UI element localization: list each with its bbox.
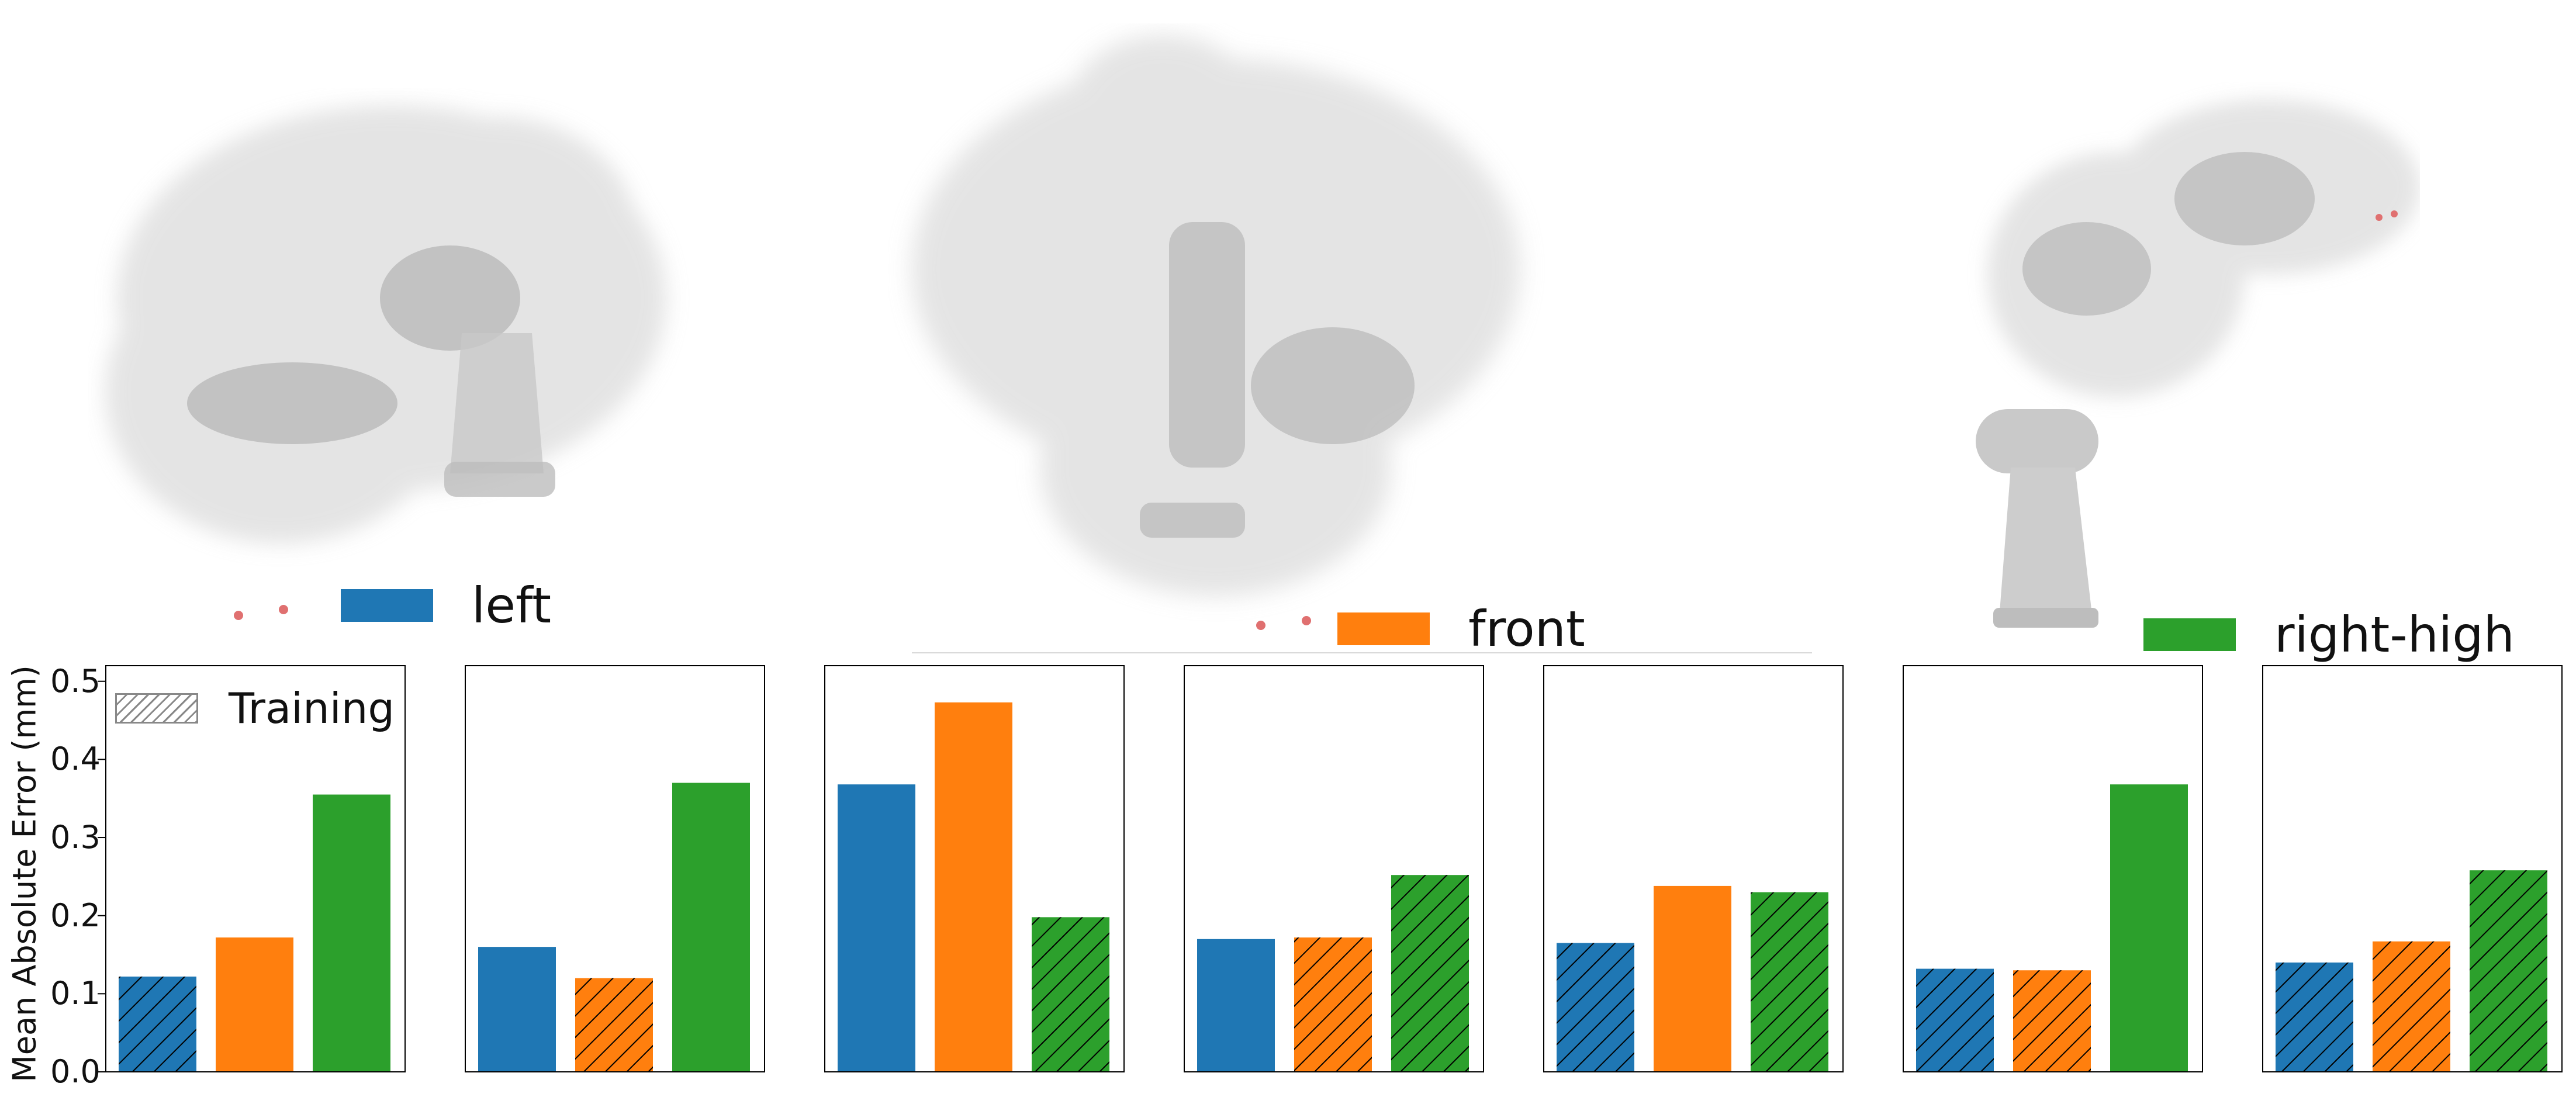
bar-panel6-right-high: [2110, 784, 2188, 1072]
bar-hatch-panel1-left: [119, 976, 196, 1072]
bar-hatch-panel6-left: [1916, 968, 1994, 1072]
y-tick-label: 0.2: [50, 897, 101, 934]
panel-frame-3: [824, 665, 1125, 1072]
bar-panel3-left: [838, 784, 915, 1072]
bar-hatch-panel2-front: [575, 978, 653, 1072]
bar-hatch-panel4-front: [1294, 937, 1372, 1072]
bar-panel3-front: [935, 702, 1012, 1072]
y-tick-label: 0.3: [50, 819, 101, 856]
divider-line: [912, 652, 1812, 653]
legend-swatch-training: [115, 693, 198, 724]
legend-item-right-high: right-high: [2143, 610, 2515, 659]
legend-swatch-right-high: [2143, 618, 2236, 651]
panel-frame-1: [105, 665, 406, 1072]
bar-panel1-front: [216, 937, 293, 1072]
front-view-robot: [912, 35, 1520, 630]
panel-frame-6: [1903, 665, 2203, 1072]
bar-panel2-right-high: [672, 783, 750, 1072]
bar-hatch-panel5-left: [1557, 943, 1634, 1072]
legend-label-right-high: right-high: [2274, 606, 2515, 663]
bar-hatch-panel4-right-high: [1391, 875, 1469, 1072]
bar-panel1-right-high: [313, 794, 390, 1072]
legend-label-front: front: [1468, 600, 1585, 657]
bar-panel5-front: [1654, 885, 1731, 1072]
legend-swatch-front: [1337, 612, 1430, 645]
panel-frame-4: [1184, 665, 1484, 1072]
legend-swatch-left: [341, 589, 433, 622]
left-view-robot: [105, 105, 666, 620]
y-tick-label: 0.0: [50, 1053, 101, 1090]
y-tick-label: 0.5: [50, 662, 101, 700]
y-tick-label: 0.4: [50, 740, 101, 778]
legend-item-left: left: [341, 581, 551, 630]
panel-frame-7: [2262, 665, 2563, 1072]
right-high-view-robot: [1976, 99, 2420, 628]
bar-hatch-panel7-right-high: [2470, 870, 2547, 1072]
bar-hatch-panel7-left: [2276, 962, 2353, 1072]
bar-hatch-panel5-right-high: [1751, 892, 1828, 1072]
legend-item-front: front: [1337, 604, 1585, 653]
bar-hatch-panel3-right-high: [1032, 917, 1109, 1072]
bar-hatch-panel6-front: [2013, 970, 2091, 1072]
panel-frame-2: [465, 665, 765, 1072]
panel-frame-5: [1543, 665, 1844, 1072]
legend-label-training: Training: [229, 684, 395, 733]
y-tick-label: 0.1: [50, 975, 101, 1012]
legend-label-left: left: [472, 577, 552, 634]
legend-item-training: Training: [115, 687, 395, 729]
bar-panel4-left: [1197, 939, 1275, 1072]
bar-panel2-left: [478, 947, 556, 1072]
bar-hatch-panel7-front: [2373, 941, 2450, 1072]
